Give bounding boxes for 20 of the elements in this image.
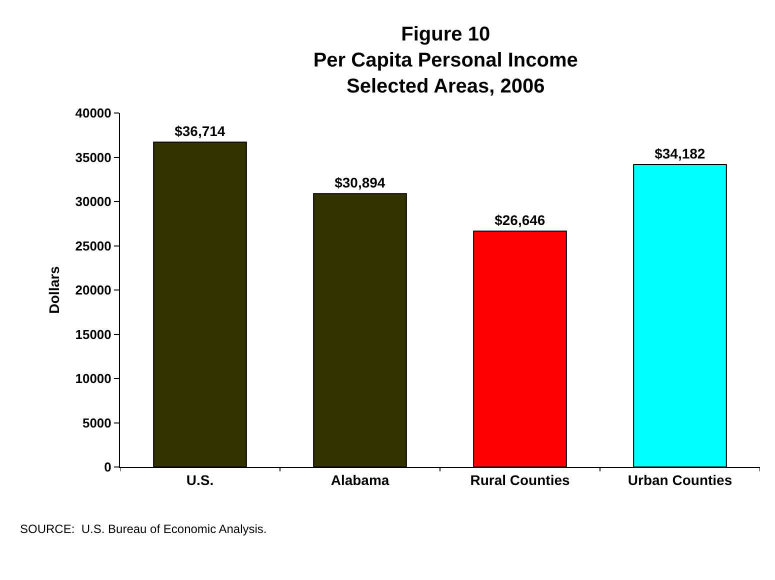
y-tick-label: 0 [104,460,112,475]
x-tick-label: Alabama [330,472,390,488]
data-label: $30,894 [334,174,386,191]
y-tick-label: 35000 [75,150,112,165]
data-label: $36,714 [174,123,226,140]
x-tick-label: Rural Counties [470,472,570,488]
y-tick-label: 15000 [75,326,112,342]
y-tick-label: 20000 [75,282,112,298]
x-tick-label: Urban Counties [628,472,732,488]
data-label: $26,646 [494,212,546,228]
data-label: $34,182 [654,145,706,162]
y-tick-label: 30000 [75,194,112,210]
y-tick-label: 25000 [75,238,112,254]
y-axis-title: Dollars [46,266,62,314]
y-tick-label: 10000 [75,371,112,386]
x-tick-label: U.S. [186,472,214,488]
source-note: SOURCE: U.S. Bureau of Economic Analysis. [20,522,267,536]
chart-title: Figure 10 Per Capita Personal Income Selected Areas, 2006 [313,24,578,98]
y-tick-label: 5000 [82,415,112,430]
y-tick-label: 40000 [75,106,112,121]
